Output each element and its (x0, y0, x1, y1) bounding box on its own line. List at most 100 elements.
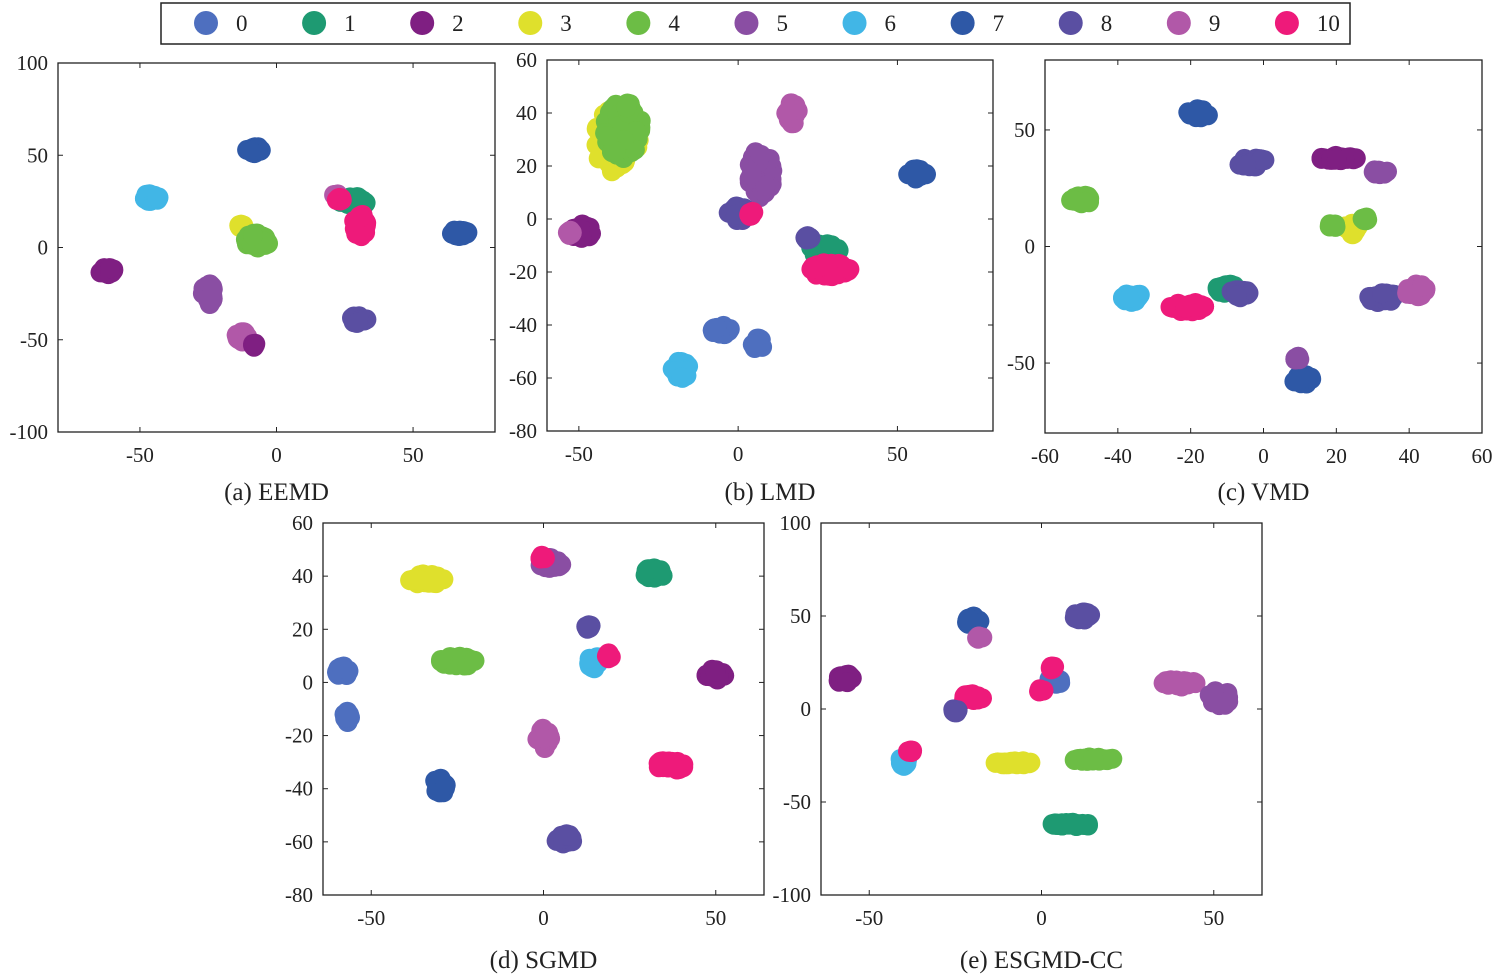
point-class-4 (243, 225, 264, 246)
point-class-4 (605, 141, 626, 162)
panel-3: -60 -40 -20 0 20 40 60 -50 0 50 (c) VMD (1007, 59, 1493, 506)
point-class-10 (1041, 656, 1062, 677)
scatter-points (828, 602, 1239, 836)
x-tick-label: 0 (733, 442, 744, 466)
panel-1: -50 0 50 -100 -50 0 50 100 (a) EEMD (10, 51, 496, 506)
y-tick-label: 60 (292, 511, 313, 535)
y-tick-label: -50 (1007, 351, 1035, 375)
x-tick-label: -60 (1031, 444, 1059, 468)
point-class-5 (751, 145, 771, 165)
point-class-8 (1251, 149, 1272, 170)
point-class-2 (245, 333, 266, 354)
point-class-4 (616, 97, 637, 118)
legend-marker-5 (734, 11, 759, 35)
x-tick-label: -20 (1177, 444, 1205, 468)
point-class-4 (597, 126, 618, 146)
x-tick-label: -50 (565, 442, 593, 466)
legend-marker-2 (410, 11, 435, 35)
y-tick-label: -60 (509, 366, 537, 390)
legend-label-7: 7 (993, 11, 1005, 36)
point-class-0 (335, 707, 356, 728)
point-class-10 (1031, 680, 1052, 701)
panel-4: -50 0 50 -80 -60 -40 -20 0 20 40 60 (d) SGMD (285, 511, 765, 974)
point-class-7 (1187, 103, 1208, 124)
point-class-6 (671, 367, 692, 388)
y-tick-label: 20 (516, 154, 537, 178)
point-class-9 (1398, 283, 1419, 304)
y-tick-label: 50 (1014, 118, 1035, 142)
point-class-4 (1083, 749, 1104, 770)
point-class-2 (1326, 149, 1347, 170)
y-tick-label: 0 (303, 670, 314, 694)
y-tick-label: -60 (285, 830, 313, 854)
panel-caption: (c) VMD (1218, 479, 1310, 506)
legend-marker-6 (842, 11, 867, 35)
point-class-5 (1285, 349, 1306, 370)
panel-caption: (a) EEMD (224, 479, 329, 506)
point-class-4 (431, 650, 451, 670)
legend-marker-7 (950, 11, 975, 35)
y-tick-label: 40 (516, 101, 537, 125)
point-class-8 (1236, 155, 1257, 176)
point-class-6 (1119, 287, 1140, 308)
point-class-0 (332, 658, 352, 679)
y-tick-label: 0 (527, 207, 538, 231)
point-class-10 (534, 548, 555, 569)
x-tick-label: -50 (855, 906, 883, 930)
point-class-9 (533, 728, 554, 749)
point-class-9 (561, 222, 582, 243)
y-tick-label: -100 (10, 420, 49, 444)
y-tick-label: 50 (27, 143, 48, 167)
point-class-3 (403, 569, 424, 590)
point-class-10 (331, 188, 352, 209)
legend-marker-10 (1274, 11, 1299, 35)
y-tick-label: 50 (790, 604, 811, 628)
y-tick-label: -40 (285, 777, 313, 801)
legend-label-0: 0 (236, 11, 248, 36)
legend-label-5: 5 (776, 11, 788, 36)
point-class-6 (147, 187, 168, 208)
plot-frame (322, 522, 765, 896)
point-class-1 (639, 559, 660, 580)
legend-label-3: 3 (560, 11, 572, 36)
y-tick-label: 0 (801, 697, 812, 721)
point-class-4 (1064, 190, 1085, 211)
y-tick-label: -40 (509, 313, 537, 337)
point-class-5 (1367, 162, 1388, 183)
panel-caption: (b) LMD (725, 479, 816, 506)
point-class-9 (1170, 674, 1191, 695)
point-class-7 (915, 163, 936, 184)
point-class-6 (579, 648, 600, 669)
point-class-2 (837, 672, 858, 693)
point-class-7 (241, 141, 262, 162)
y-tick-label: -50 (783, 790, 811, 814)
point-class-2 (705, 661, 726, 682)
legend-label-8: 8 (1101, 11, 1113, 36)
legend-label-4: 4 (668, 11, 680, 36)
legend-label-6: 6 (885, 11, 897, 36)
y-tick-label: 0 (38, 236, 49, 260)
x-tick-label: 0 (538, 906, 549, 930)
point-class-10 (901, 741, 922, 762)
legend-marker-3 (518, 11, 543, 35)
point-class-8 (1077, 604, 1098, 625)
point-class-10 (801, 259, 822, 280)
point-class-5 (741, 164, 762, 185)
point-class-3 (426, 573, 447, 594)
legend-label-2: 2 (452, 11, 464, 36)
point-class-8 (576, 616, 597, 637)
point-class-8 (1372, 283, 1393, 304)
x-tick-label: 50 (403, 443, 424, 467)
scatter-points (557, 93, 936, 388)
y-tick-label: -80 (285, 883, 313, 907)
point-class-9 (969, 627, 990, 648)
legend-marker-1 (302, 11, 327, 35)
point-class-10 (598, 643, 619, 664)
y-tick-label: -20 (509, 260, 537, 284)
y-tick-label: -20 (285, 724, 313, 748)
point-class-2 (99, 258, 120, 279)
point-class-0 (706, 317, 727, 338)
legend-label-9: 9 (1209, 11, 1221, 36)
point-class-0 (742, 334, 763, 355)
point-class-9 (777, 101, 798, 122)
